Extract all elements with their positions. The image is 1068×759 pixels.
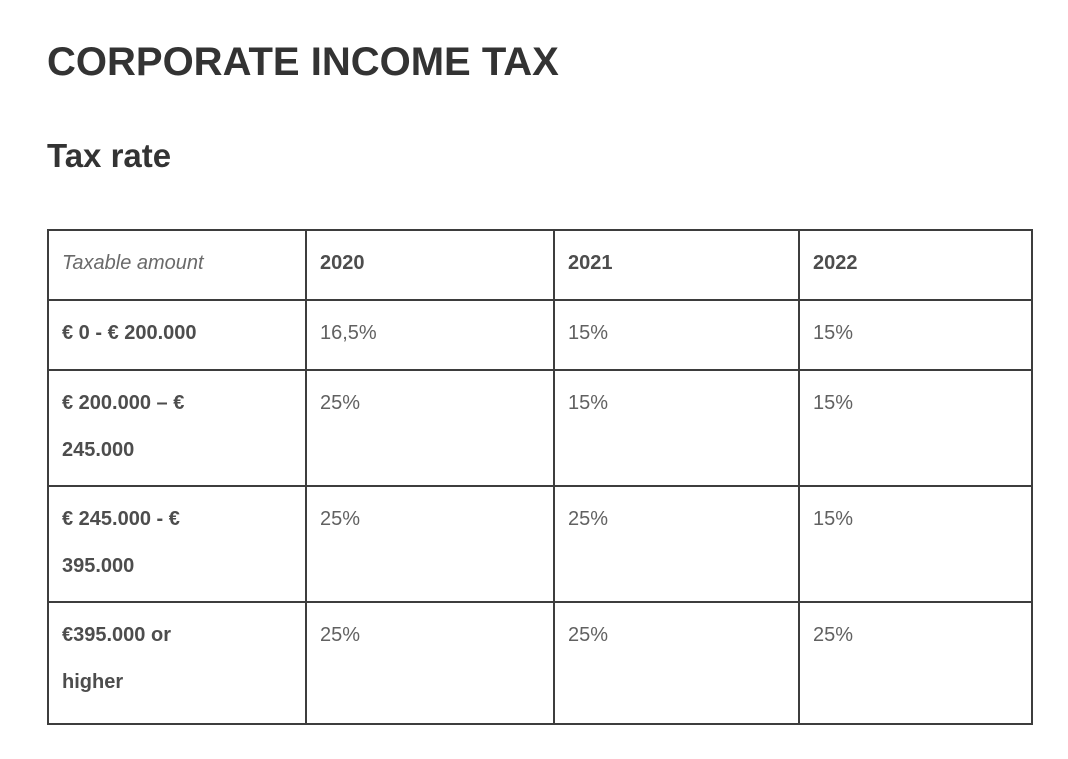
taxable-range-cell: € 245.000 - € 395.000 xyxy=(47,485,307,603)
taxable-range-cell: € 200.000 – € 245.000 xyxy=(47,369,307,487)
table-row: € 0 - € 200.000 16,5% 15% 15% xyxy=(47,299,1033,371)
column-header-taxable-amount: Taxable amount xyxy=(47,229,307,301)
rate-cell-2020: 25% xyxy=(305,369,555,487)
column-header-2021: 2021 xyxy=(553,229,800,301)
rate-cell-2022: 15% xyxy=(798,299,1033,371)
rate-cell-2021: 25% xyxy=(553,485,800,603)
content-area: CORPORATE INCOME TAX Tax rate Taxable am… xyxy=(47,40,1033,725)
rate-cell-2021: 15% xyxy=(553,299,800,371)
taxable-range-cell: € 0 - € 200.000 xyxy=(47,299,307,371)
rate-cell-2022: 15% xyxy=(798,369,1033,487)
rate-cell-2021: 15% xyxy=(553,369,800,487)
taxable-range-text: € 245.000 - € 395.000 xyxy=(62,508,180,577)
column-header-2022: 2022 xyxy=(798,229,1033,301)
page-title: CORPORATE INCOME TAX xyxy=(47,40,559,84)
table-row: € 200.000 – € 245.000 25% 15% 15% xyxy=(47,369,1033,487)
taxable-range-cell: €395.000 or higher xyxy=(47,601,307,725)
rate-cell-2021: 25% xyxy=(553,601,800,725)
rate-cell-2020: 25% xyxy=(305,601,555,725)
section-subtitle: Tax rate xyxy=(47,137,172,174)
table-header-row: Taxable amount 2020 2021 2022 xyxy=(47,229,1033,301)
taxable-range-text: €395.000 or higher xyxy=(62,624,171,693)
rate-cell-2020: 25% xyxy=(305,485,555,603)
taxable-range-text: € 0 - € 200.000 xyxy=(62,322,197,344)
table-row: € 245.000 - € 395.000 25% 25% 15% xyxy=(47,485,1033,603)
rate-cell-2020: 16,5% xyxy=(305,299,555,371)
column-header-2020: 2020 xyxy=(305,229,555,301)
rate-cell-2022: 25% xyxy=(798,601,1033,725)
rate-cell-2022: 15% xyxy=(798,485,1033,603)
taxable-range-text: € 200.000 – € 245.000 xyxy=(62,392,185,461)
table-row: €395.000 or higher 25% 25% 25% xyxy=(47,601,1033,725)
tax-rate-table: Taxable amount 2020 2021 2022 € 0 - € 20… xyxy=(47,229,1033,725)
